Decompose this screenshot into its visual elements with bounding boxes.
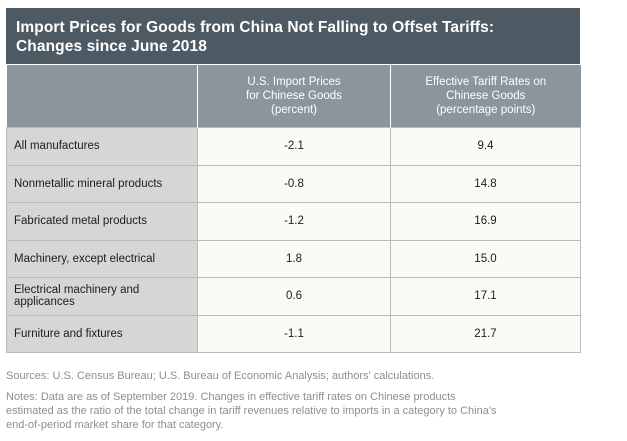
tariff-rate-value: 9.4	[390, 127, 581, 166]
import-price-value: -1.1	[197, 315, 391, 353]
chart-title: Import Prices for Goods from China Not F…	[6, 8, 580, 64]
chart-title-line-1: Import Prices for Goods from China Not F…	[16, 19, 495, 36]
tariff-rate-value: 16.9	[390, 202, 581, 241]
row-category-label: Furniture and fixtures	[6, 315, 198, 353]
tariff-rate-value: 14.8	[390, 165, 581, 203]
notes: Notes: Data are as of September 2019. Ch…	[6, 390, 606, 432]
notes-line-2: estimated as the ratio of the total chan…	[6, 405, 497, 417]
table-row: Nonmetallic mineral products -0.8 14.8	[6, 165, 581, 203]
header-import-prices-line-3: (percent)	[270, 104, 318, 116]
data-table: U.S. Import Prices for Chinese Goods (pe…	[6, 64, 581, 353]
chart-figure: Import Prices for Goods from China Not F…	[6, 8, 581, 353]
header-import-prices: U.S. Import Prices for Chinese Goods (pe…	[197, 64, 391, 128]
row-category-label: Nonmetallic mineral products	[6, 165, 198, 203]
tariff-rate-value: 21.7	[390, 315, 581, 353]
header-import-prices-line-1: U.S. Import Prices	[247, 76, 341, 88]
header-import-prices-line-2: for Chinese Goods	[246, 90, 342, 102]
notes-line-3: end-of-period market share for that cate…	[6, 419, 224, 431]
row-category-label: Electrical machinery and applicances	[6, 277, 198, 316]
tariff-rate-value: 15.0	[390, 240, 581, 278]
table-row: Machinery, except electrical 1.8 15.0	[6, 240, 581, 278]
table-row: Electrical machinery and applicances 0.6…	[6, 277, 581, 316]
notes-line-1: Notes: Data are as of September 2019. Ch…	[6, 391, 456, 403]
header-tariff-rates-line-2: Chinese Goods	[446, 90, 526, 102]
import-price-value: -0.8	[197, 165, 391, 203]
header-tariff-rates-line-3: (percentage points)	[436, 104, 536, 116]
table-row: Fabricated metal products -1.2 16.9	[6, 202, 581, 241]
import-price-value: -1.2	[197, 202, 391, 241]
row-category-label: Fabricated metal products	[6, 202, 198, 241]
table-row: Furniture and fixtures -1.1 21.7	[6, 315, 581, 353]
chart-title-line-2: Changes since June 2018	[16, 38, 207, 55]
header-tariff-rates: Effective Tariff Rates on Chinese Goods …	[390, 64, 581, 128]
header-category	[6, 64, 198, 128]
import-price-value: -2.1	[197, 127, 391, 166]
tariff-rate-value: 17.1	[390, 277, 581, 316]
import-price-value: 0.6	[197, 277, 391, 316]
row-category-label: All manufactures	[6, 127, 198, 166]
header-tariff-rates-line-1: Effective Tariff Rates on	[425, 76, 547, 88]
row-category-label: Machinery, except electrical	[6, 240, 198, 278]
import-price-value: 1.8	[197, 240, 391, 278]
table-row: All manufactures -2.1 9.4	[6, 127, 581, 166]
source-note: Sources: U.S. Census Bureau; U.S. Bureau…	[6, 370, 435, 382]
table-header-row: U.S. Import Prices for Chinese Goods (pe…	[6, 64, 581, 128]
